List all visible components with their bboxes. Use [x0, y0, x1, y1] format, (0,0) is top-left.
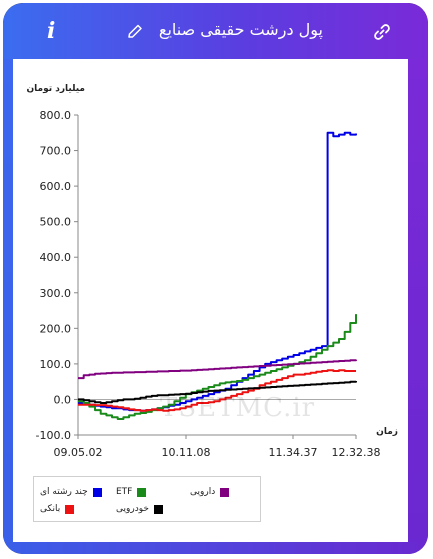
page-title: پول درشت حقیقی صنایع [158, 20, 323, 39]
y-tick-label: -100.0 [36, 429, 71, 442]
bottom-border [3, 542, 428, 554]
y-tick-label: 400.0 [40, 251, 72, 264]
y-tick-label: 700.0 [40, 145, 72, 158]
series-line-3 [78, 369, 356, 412]
legend-label: ETF [116, 487, 133, 497]
y-tick-label: 300.0 [40, 287, 72, 300]
legend-swatch [65, 504, 75, 514]
legend-label: خودرویی [116, 504, 149, 514]
y-axis-label: میلیارد تومان [26, 84, 85, 94]
watermark: TSETMC.ir [160, 393, 316, 423]
chart: میلیارد تومان 800.0 700.0 600.0 500.0 400.0 30… [26, 84, 398, 459]
y-tick-label: 100.0 [40, 358, 72, 371]
y-tick-label: 0.0 [54, 393, 72, 406]
right-border [408, 59, 428, 554]
legend-label: بانکی [40, 504, 61, 514]
app-frame: i پول درشت حقیقی صنایع میلیارد تومان 800.… [3, 3, 428, 554]
legend-label: چند رشته ای [40, 487, 88, 497]
y-tick-label: 800.0 [40, 109, 72, 122]
left-border [3, 59, 13, 554]
legend-swatch [220, 487, 230, 497]
legend-item: ETF [116, 487, 147, 497]
x-tick-label: 11.34.37 [269, 446, 318, 459]
series-line-4 [78, 380, 357, 404]
y-tick-label: 200.0 [40, 322, 72, 335]
legend-label: دارویی [190, 487, 216, 497]
legend-item: خودرویی [116, 504, 163, 514]
legend-item: دارویی [190, 487, 230, 497]
header-bar [3, 3, 428, 59]
legend-swatch [92, 487, 102, 497]
legend-swatch [153, 504, 163, 514]
x-tick-label: 09.05.02 [54, 446, 103, 459]
info-icon[interactable]: i [47, 18, 56, 44]
legend-swatch [137, 487, 147, 497]
chart-panel: میلیارد تومان 800.0 700.0 600.0 500.0 400.0 30… [13, 59, 408, 542]
x-tick-label: 12.32.38 [332, 446, 381, 459]
pencil-icon[interactable] [127, 24, 143, 40]
series-line-1 [78, 314, 357, 420]
y-tick-label: 600.0 [40, 180, 72, 193]
x-tick-label: 10.11.08 [162, 446, 211, 459]
legend-item: بانکی [40, 504, 75, 514]
legend-item: چند رشته ای [40, 487, 102, 497]
legend: چند رشته ای ETF دارویی بانکی خودرویی [33, 476, 261, 522]
y-tick-label: 500.0 [40, 216, 72, 229]
series-line-2 [78, 359, 357, 380]
x-axis-label: زمان [376, 427, 398, 437]
link-icon[interactable] [373, 23, 391, 41]
